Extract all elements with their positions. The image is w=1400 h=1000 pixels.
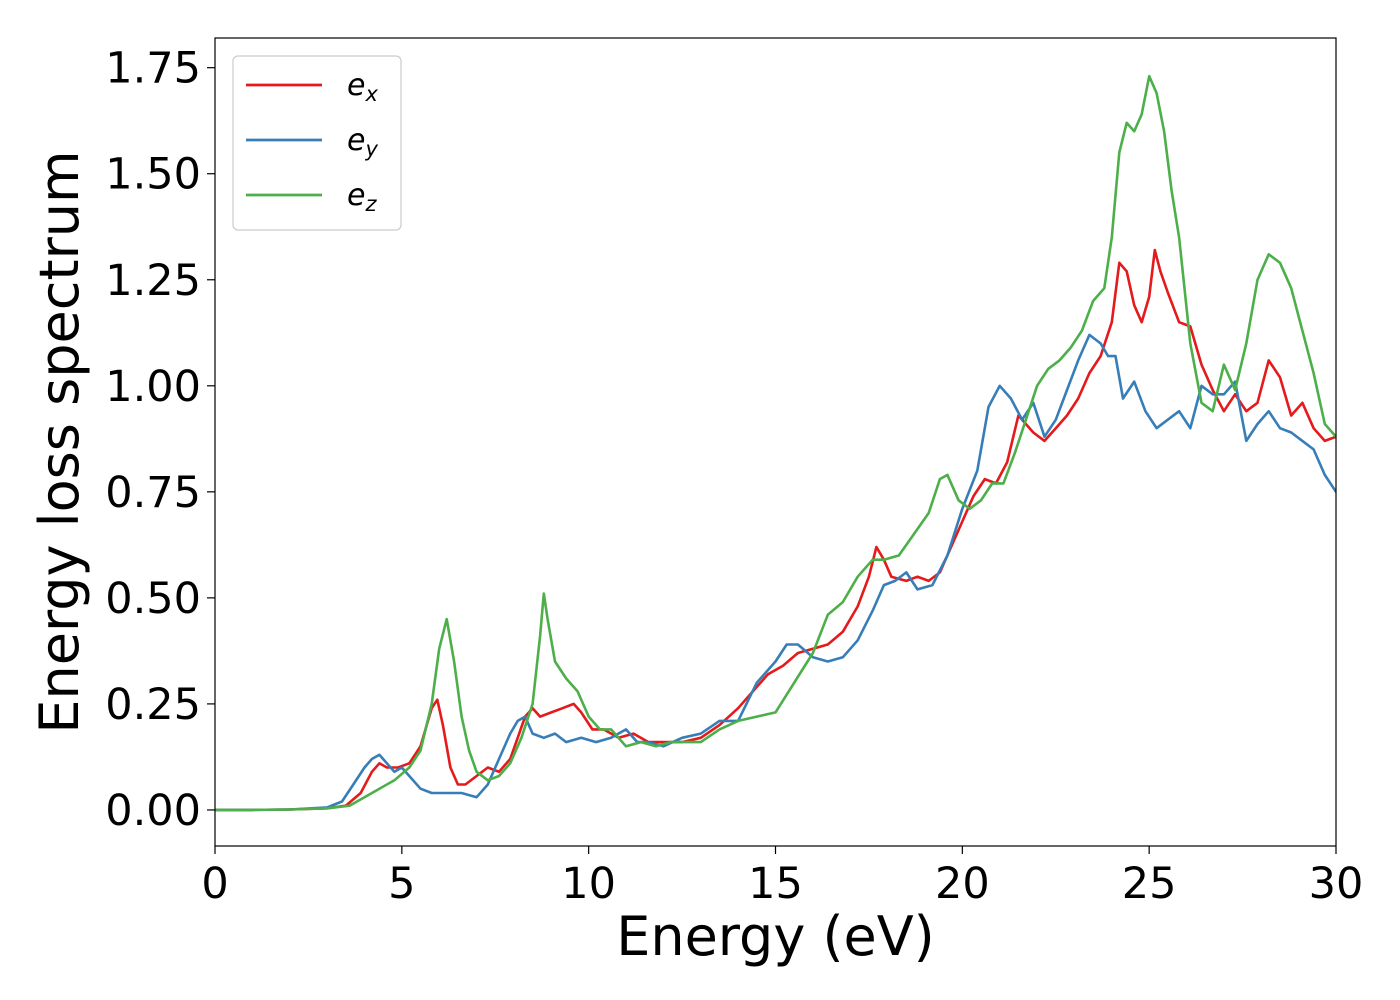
x-axis-ticks: 0 5 10 15 20 25 30 [201, 846, 1363, 909]
legend-box [232, 55, 402, 231]
x-tick-label: 20 [935, 859, 990, 909]
series-line-e-z [215, 74, 1336, 812]
x-tick-label: 10 [561, 859, 616, 909]
x-tick-label: 5 [388, 859, 415, 909]
y-tick-label: 1.25 [105, 256, 201, 306]
x-tick-label: 25 [1122, 859, 1177, 909]
x-tick-label: 0 [201, 859, 228, 909]
legend: ex ey ez [232, 55, 402, 231]
y-tick-label: 1.75 [105, 44, 201, 94]
y-axis-ticks: 0.00 0.25 0.50 0.75 1.00 1.25 1.50 1.75 [105, 44, 215, 836]
series-line-e-x [215, 248, 1336, 812]
y-tick-label: 0.50 [105, 574, 201, 624]
legend-label-z: ez [347, 178, 377, 216]
legend-label-x: ex [347, 68, 378, 106]
y-tick-label: 1.50 [105, 150, 201, 200]
y-axis-label: Energy loss spectrum [28, 150, 91, 733]
y-tick-label: 0.75 [105, 468, 201, 518]
y-tick-label: 0.25 [105, 680, 201, 730]
x-axis-label: Energy (eV) [616, 905, 935, 968]
y-tick-label: 0.00 [105, 786, 201, 836]
series-line-e-y [215, 333, 1336, 812]
legend-label-y: ey [347, 123, 378, 161]
x-tick-label: 30 [1309, 859, 1364, 909]
y-tick-label: 1.00 [105, 362, 201, 412]
series-layer [215, 74, 1336, 812]
x-tick-label: 15 [748, 859, 803, 909]
